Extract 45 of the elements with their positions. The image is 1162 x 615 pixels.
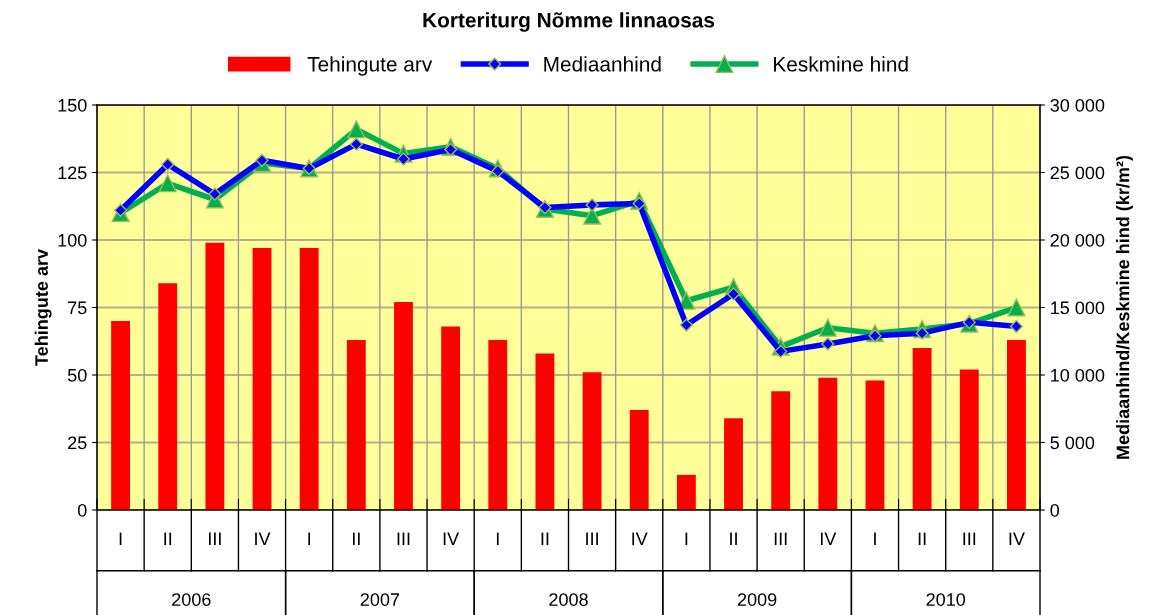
- y-tick-label: 150: [58, 98, 87, 112]
- x-tick-label: III: [209, 532, 221, 546]
- text: 2009: [737, 593, 777, 606]
- legend-label: Tehingute arv: [307, 56, 433, 76]
- x-tick-label: III: [586, 532, 598, 546]
- x-tick-label: III: [963, 532, 976, 546]
- x-tick-label: IV: [820, 532, 837, 546]
- y2-tick-label: 20 000: [1050, 233, 1105, 247]
- y2-axis-title: Mediaanhind/Keskmine hind (kr/m²): [1116, 155, 1133, 459]
- x-tick-label: IV: [632, 532, 648, 546]
- y-axis-title: Tehingute arv: [34, 249, 52, 366]
- x-tick-label: IV: [443, 532, 460, 546]
- y-tick-label: 0: [77, 503, 87, 517]
- x-tick-label: IV: [255, 532, 271, 546]
- chart-title: Korteriturg Nõmme linnaosas: [423, 12, 715, 32]
- y-tick-label: 125: [58, 166, 87, 180]
- y2-tick-label: 25 000: [1050, 166, 1105, 180]
- text: 2007: [360, 593, 400, 606]
- x-tick-label: I: [496, 532, 499, 546]
- y2-tick-label: 15 000: [1051, 301, 1105, 315]
- x-tick-label: I: [119, 532, 122, 546]
- x-tick-label: III: [774, 532, 787, 546]
- y2-tick-label: 5 000: [1050, 436, 1095, 450]
- text: 2008: [549, 593, 588, 606]
- x-tick-label: IV: [1009, 532, 1025, 546]
- y2-tick-label: 0: [1050, 503, 1060, 517]
- legend-label: Keskmine hind: [774, 56, 908, 72]
- x-tick-label: I: [685, 532, 688, 546]
- x-tick-label: II: [730, 532, 737, 546]
- text: 2006: [172, 593, 211, 606]
- legend-label: Mediaanhind: [544, 56, 661, 72]
- y-tick-label: 50: [67, 368, 87, 382]
- text: 2010: [926, 593, 966, 606]
- y2-tick-label: 30 000: [1050, 98, 1105, 112]
- x-tick-label: III: [397, 532, 410, 546]
- y-tick-label: 25: [68, 436, 87, 450]
- x-tick-label: II: [352, 532, 360, 546]
- x-tick-label: II: [164, 532, 172, 546]
- y-tick-label: 100: [58, 233, 87, 247]
- y-tick-label: 75: [68, 301, 87, 315]
- x-tick-label: II: [541, 532, 549, 546]
- y2-tick-label: 10 000: [1051, 368, 1105, 382]
- x-tick-label: I: [874, 532, 876, 546]
- x-tick-label: II: [918, 532, 926, 546]
- x-tick-label: I: [308, 532, 311, 546]
